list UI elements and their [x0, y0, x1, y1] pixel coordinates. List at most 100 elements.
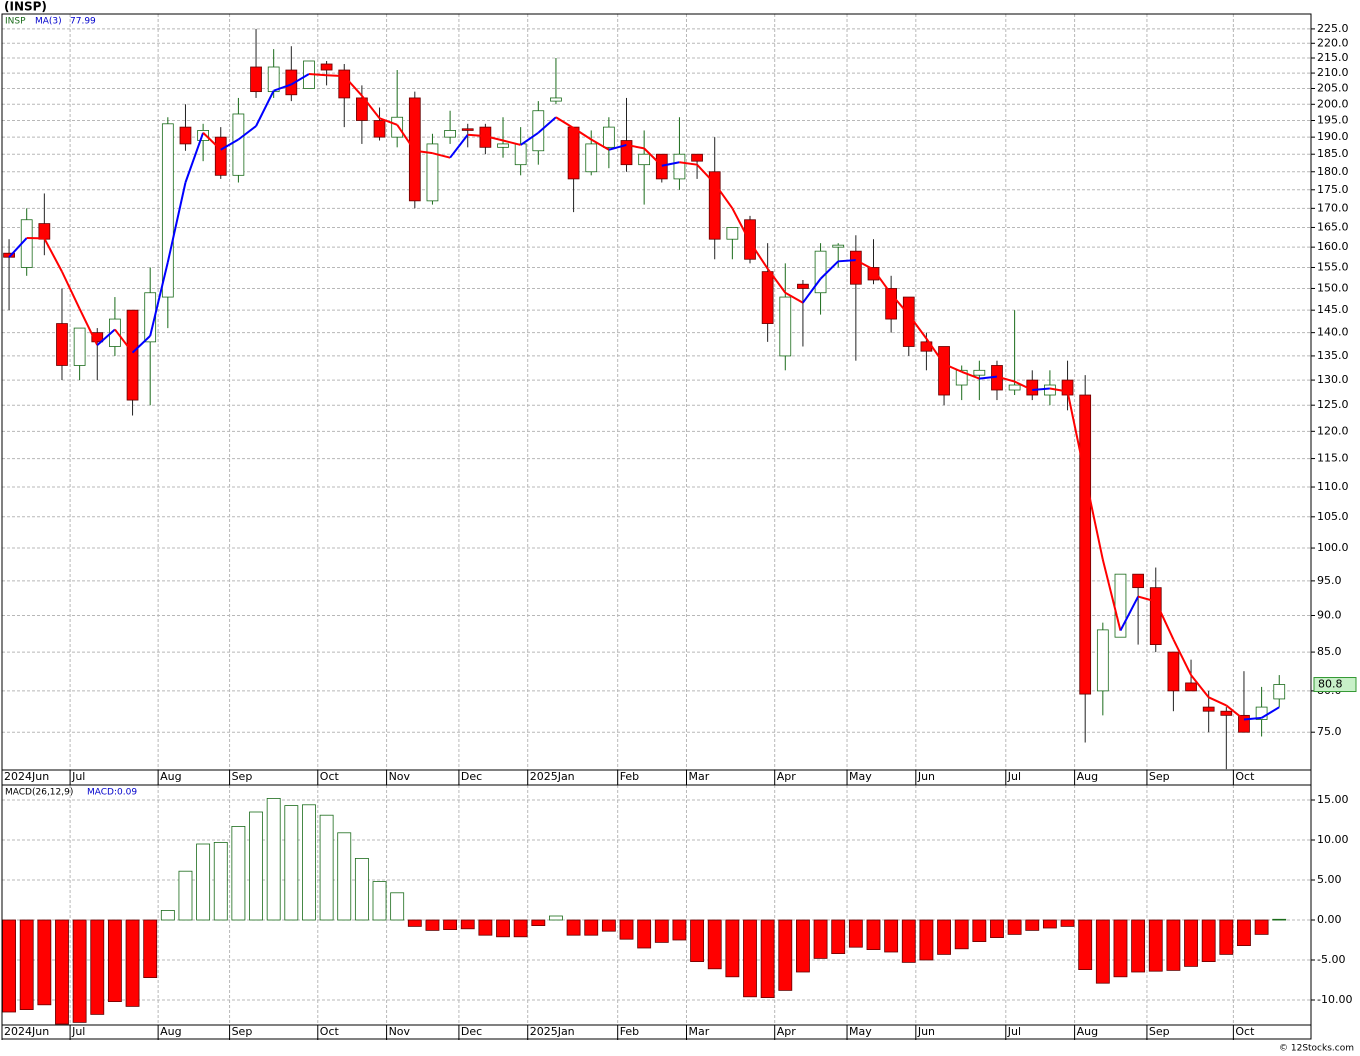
- candle-body: [3, 252, 15, 258]
- ma-segment: [61, 271, 81, 310]
- macd-bar: [1272, 918, 1287, 921]
- ma-segment: [1049, 387, 1068, 393]
- macd-bar: [884, 919, 899, 953]
- ma-segment: [1137, 595, 1157, 603]
- candle-body: [867, 267, 880, 281]
- x-tick-label: Oct: [1235, 770, 1255, 783]
- macd-bar: [55, 919, 69, 1025]
- ma-segment: [731, 207, 751, 243]
- ma-segment: [326, 74, 345, 78]
- ma-segment: [1101, 559, 1122, 631]
- candle-body: [320, 63, 333, 71]
- y-tick-label: 10.00: [1317, 833, 1349, 846]
- y-tick-label: 160.0: [1317, 240, 1349, 253]
- candle-body: [497, 143, 509, 148]
- y-tick-label: 165.0: [1317, 220, 1349, 233]
- y-tick-label: 185.0: [1317, 147, 1349, 160]
- macd-bar: [319, 814, 334, 921]
- x-tick-label: Oct: [320, 1025, 340, 1038]
- candle-body: [814, 250, 827, 294]
- y-tick-label: 15.00: [1317, 793, 1349, 806]
- ma-segment: [626, 143, 645, 150]
- x-tick-label: Sep: [232, 770, 253, 783]
- macd-bar: [1254, 919, 1269, 935]
- ma-segment: [78, 308, 99, 346]
- macd-bar: [460, 919, 475, 930]
- candle-body: [1273, 684, 1286, 700]
- x-tick-label: 2024Jun: [4, 1025, 49, 1038]
- x-tick-label: Oct: [1235, 1025, 1255, 1038]
- macd-value-name: MACD:: [87, 788, 117, 798]
- ma-segment: [696, 163, 716, 185]
- x-tick-label: 2024Jun: [4, 770, 49, 783]
- x-tick-label: Sep: [1149, 1025, 1170, 1038]
- macd-bar: [937, 919, 951, 955]
- macd-bar: [707, 919, 722, 970]
- ma-segment: [855, 259, 874, 271]
- candle-body: [126, 309, 139, 401]
- ma-segment: [149, 261, 169, 337]
- x-tick-label: Jun: [917, 770, 935, 783]
- macd-bar: [443, 919, 458, 931]
- candle-body: [214, 136, 227, 176]
- ma-segment: [1261, 706, 1280, 719]
- candle-body: [550, 97, 562, 102]
- x-tick-label: Jul: [71, 770, 85, 783]
- macd-bar: [37, 919, 52, 1006]
- ma-segment: [766, 268, 787, 294]
- y-tick-label: 200.0: [1317, 97, 1349, 110]
- macd-bar: [1042, 919, 1057, 929]
- macd-bar: [919, 919, 934, 961]
- ma-segment: [961, 370, 980, 380]
- macd-bar: [196, 843, 211, 921]
- y-tick-label: 175.0: [1317, 183, 1349, 196]
- candle-body: [779, 296, 792, 357]
- candle-body: [56, 323, 68, 366]
- ma-segment: [520, 131, 539, 146]
- candle-body: [832, 244, 845, 248]
- candle-body: [232, 113, 245, 176]
- ma-segment: [1208, 696, 1227, 707]
- macd-bar: [1201, 919, 1216, 962]
- x-tick-label: Oct: [320, 770, 340, 783]
- candle-body: [1149, 587, 1162, 645]
- ma-segment: [308, 72, 327, 77]
- macd-bar: [1113, 919, 1128, 978]
- x-tick-label: Dec: [461, 1025, 482, 1038]
- candle-body: [955, 369, 968, 386]
- macd-bar: [372, 881, 387, 921]
- macd-bar: [760, 919, 775, 998]
- y-tick-label: 155.0: [1317, 260, 1349, 273]
- ma-segment: [1119, 596, 1140, 632]
- candle-body: [532, 110, 545, 152]
- symbol-label: INSP: [5, 17, 26, 27]
- ma-segment: [802, 278, 822, 304]
- ma-segment: [1172, 638, 1192, 676]
- macd-bar: [1131, 919, 1146, 973]
- ma-segment: [1032, 387, 1050, 392]
- ma-segment: [114, 328, 134, 354]
- ma-segment: [1014, 380, 1033, 391]
- macd-bar: [901, 919, 916, 963]
- macd-bar: [1166, 919, 1181, 971]
- y-tick-label: 120.0: [1317, 424, 1349, 437]
- x-tick-label: Mar: [688, 770, 709, 783]
- ma-segment: [819, 260, 839, 280]
- x-tick-label: Aug: [1077, 770, 1098, 783]
- macd-bar: [1219, 919, 1234, 955]
- ma-segment: [608, 143, 627, 151]
- last-price-label: 80.8: [1318, 678, 1343, 691]
- y-tick-label: 145.0: [1317, 303, 1349, 316]
- x-tick-label: Nov: [389, 1025, 411, 1038]
- y-tick-label: 5.00: [1317, 873, 1342, 886]
- macd-bar: [531, 919, 546, 926]
- candle-body: [38, 223, 51, 240]
- candle-body: [338, 69, 351, 99]
- candle-body: [356, 97, 368, 121]
- candle-body: [144, 292, 157, 343]
- y-tick-label: 220.0: [1317, 36, 1349, 49]
- candle-body: [391, 116, 404, 138]
- candle-body: [444, 130, 456, 138]
- ma-segment: [237, 125, 257, 141]
- candle-body: [1132, 573, 1144, 589]
